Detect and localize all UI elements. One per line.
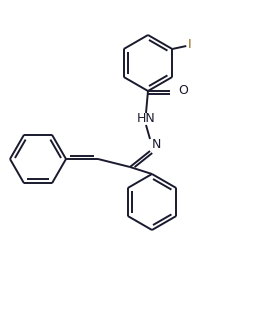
Text: HN: HN	[137, 113, 155, 126]
Text: O: O	[178, 85, 188, 98]
Text: N: N	[152, 139, 161, 151]
Text: I: I	[188, 38, 192, 52]
